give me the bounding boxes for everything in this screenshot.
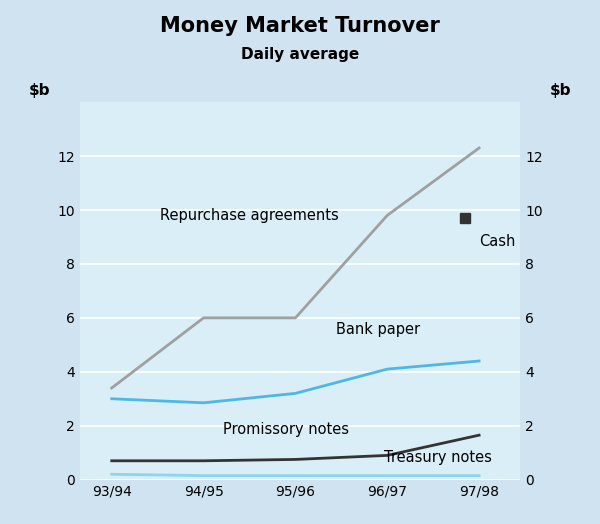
Text: Money Market Turnover: Money Market Turnover [160, 16, 440, 36]
Text: Cash: Cash [479, 234, 515, 249]
Text: Promissory notes: Promissory notes [223, 421, 349, 436]
Text: Bank paper: Bank paper [336, 322, 420, 337]
Text: Treasury notes: Treasury notes [384, 450, 491, 465]
Text: Daily average: Daily average [241, 47, 359, 62]
Text: $b: $b [29, 83, 50, 99]
Text: $b: $b [550, 83, 571, 99]
Text: Repurchase agreements: Repurchase agreements [160, 209, 339, 224]
